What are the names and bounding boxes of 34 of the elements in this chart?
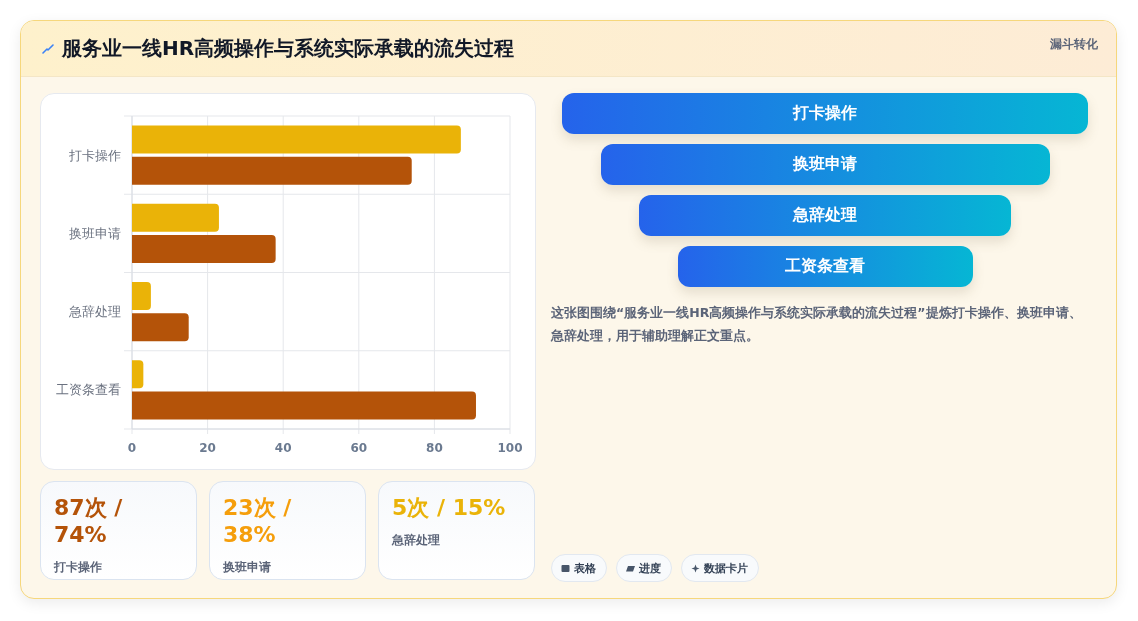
x-tick-label: 60 <box>350 441 368 455</box>
x-tick-label: 100 <box>497 441 523 455</box>
bar <box>132 156 412 185</box>
text: 表格 <box>574 560 596 576</box>
y-tick-label: 换班申请 <box>69 225 121 241</box>
category-label: 急辞处理 <box>639 195 1011 236</box>
text: 这张图围绕“服务业一线HR高频操作与系统实际承载的流失过程”提炼打卡操作、换班申请、急辞处理，用于辅助理解正文重点。 <box>551 304 1083 345</box>
bar <box>132 360 144 389</box>
chart-title: 服务业一线HR高频操作与系统实际承载的流失过程 <box>62 35 515 61</box>
text: 数据卡片 <box>704 560 748 576</box>
text: 23次 / 38% <box>223 494 293 548</box>
x-tick-label: 0 <box>127 441 137 455</box>
text: 5次 / 15% <box>392 494 507 521</box>
bar <box>132 234 276 264</box>
bar <box>132 313 189 342</box>
bar <box>132 125 461 154</box>
x-tick-label: 20 <box>199 441 216 455</box>
category-label: 工资条查看 <box>677 246 973 287</box>
category-label: 换班申请 <box>223 559 272 576</box>
bar <box>132 281 151 311</box>
category-label: 急辞处理 <box>392 532 441 549</box>
category-label: 打卡操作 <box>54 559 103 576</box>
y-tick-label: 急辞处理 <box>68 304 121 320</box>
x-tick-label: 80 <box>426 441 443 455</box>
text: 漏斗转化 <box>1050 36 1098 53</box>
y-tick-label: 工资条查看 <box>56 382 121 398</box>
y-tick-label: 打卡操作 <box>68 147 121 163</box>
bar <box>132 203 219 232</box>
text: 进度 <box>639 560 661 576</box>
bar <box>132 391 476 420</box>
category-label: 打卡操作 <box>562 93 1088 134</box>
category-label: 换班申请 <box>600 144 1050 185</box>
text: 87次 / 74% <box>54 494 124 548</box>
x-tick-label: 40 <box>274 441 292 455</box>
